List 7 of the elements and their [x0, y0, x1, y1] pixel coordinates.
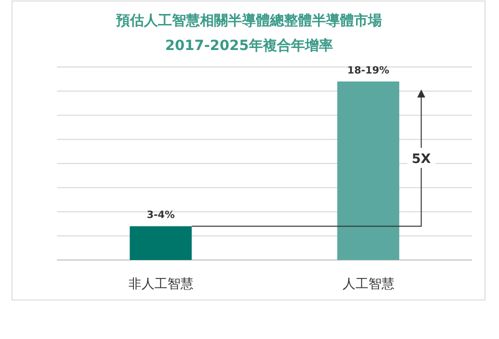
chart-title: 預估人工智慧相關半導體總整體半導體市場 — [115, 12, 382, 29]
x-tick-label: 人工智慧 — [342, 277, 394, 292]
chart-subtitle: 2017-2025年複合年增率 — [165, 37, 333, 54]
data-label: 18-19% — [347, 65, 390, 76]
x-tick-label: 非人工智慧 — [128, 277, 194, 292]
data-label: 3-4% — [146, 210, 175, 222]
annotation: 5X — [412, 152, 431, 167]
